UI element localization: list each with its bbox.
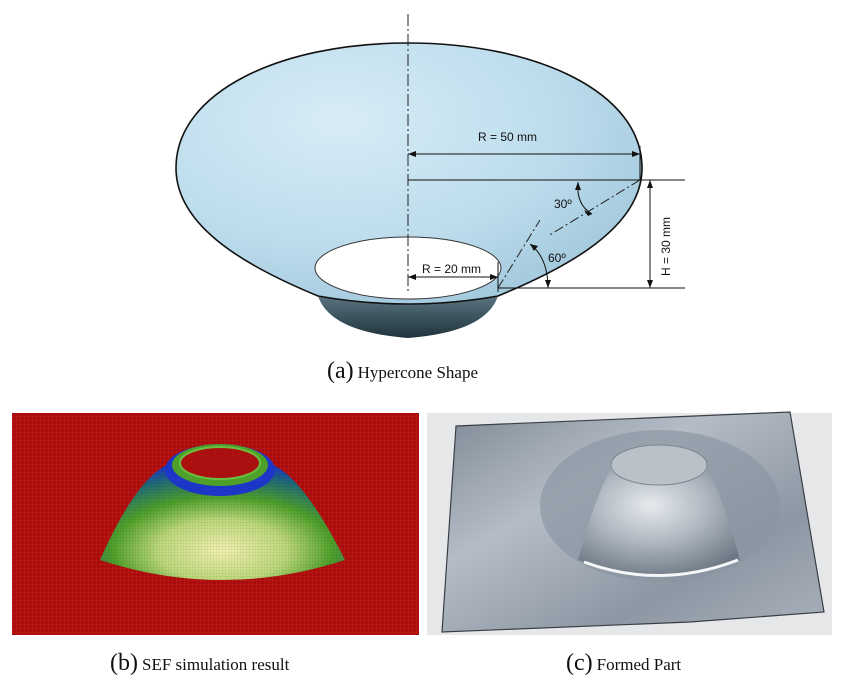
caption-a: (a) Hypercone Shape [327,358,478,385]
caption-b-text: SEF simulation result [141,655,290,674]
label-h30: H = 30 mm [659,217,673,276]
formed-part-photo [427,411,832,635]
caption-a-letter: (a) [327,358,354,384]
label-r50: R = 50 mm [478,130,537,144]
caption-b: (b) SEF simulation result [110,650,289,677]
cone-base [318,296,498,338]
caption-c-letter: (c) [566,650,593,676]
dome-body [578,468,740,575]
caption-c-text: Formed Part [596,655,682,674]
dome-highlight [583,558,739,577]
label-r20: R = 20 mm [422,262,481,276]
simulation-image [12,413,419,635]
caption-b-letter: (b) [110,650,138,676]
hypercone-diagram: R = 50 mm H = 30 mm 30º 60º R = 20 mm [175,14,685,338]
caption-c: (c) Formed Part [566,650,681,677]
slant-line-bottom [497,219,541,289]
dome-top [610,444,708,486]
caption-a-text: Hypercone Shape [357,363,479,382]
label-angle-60: 60º [548,251,566,265]
label-angle-30: 30º [554,197,572,211]
cone-surface [175,42,643,305]
